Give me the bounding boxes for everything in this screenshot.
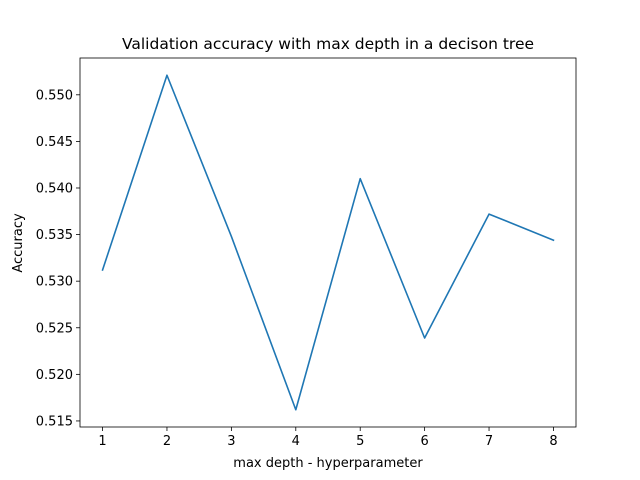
y-tick-label: 0.540: [36, 181, 73, 196]
x-tick-label: 8: [549, 434, 557, 449]
y-tick-label: 0.530: [36, 275, 73, 290]
series-line-0: [101, 74, 555, 411]
x-tick-label: 2: [163, 434, 171, 449]
y-tick-label: 0.545: [36, 135, 73, 150]
x-tick-label: 6: [420, 434, 428, 449]
y-tick-label: 0.520: [36, 368, 73, 383]
chart-title: Validation accuracy with max depth in a …: [122, 35, 534, 53]
x-tick-label: 7: [485, 434, 493, 449]
x-tick-label: 1: [98, 434, 106, 449]
x-tick-label: 4: [292, 434, 300, 449]
x-axis-label: max depth - hyperparameter: [233, 456, 423, 471]
y-tick-label: 0.550: [36, 88, 73, 103]
plot-area: 1 2 3 4 5 6 7 8 0.515 0.520 0.525 0.530 0.535 0.540 0.…: [36, 57, 577, 449]
y-tick-label: 0.535: [36, 228, 73, 243]
x-tick-label: 5: [356, 434, 364, 449]
y-axis-label: Accuracy: [11, 213, 26, 273]
y-tick-label: 0.525: [36, 321, 73, 336]
x-tick-label: 3: [227, 434, 235, 449]
axes-frame: [79, 57, 577, 428]
y-tick-label: 0.515: [36, 414, 73, 429]
